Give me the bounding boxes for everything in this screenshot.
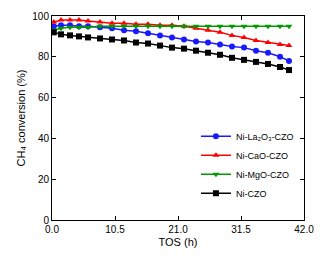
svg-text:Ni-La₂O₃-CZO: Ni-La₂O₃-CZO <box>236 132 294 142</box>
svg-text:21.0: 21.0 <box>168 224 188 235</box>
svg-text:TOS (h): TOS (h) <box>159 236 198 248</box>
svg-text:20: 20 <box>38 174 50 185</box>
svg-text:10.5: 10.5 <box>105 224 125 235</box>
svg-text:60: 60 <box>38 92 50 103</box>
svg-text:40: 40 <box>38 133 50 144</box>
svg-text:42.0: 42.0 <box>294 224 314 235</box>
svg-text:80: 80 <box>38 51 50 62</box>
svg-text:0: 0 <box>43 215 49 226</box>
svg-text:CH₄ conversion (%): CH₄ conversion (%) <box>15 70 27 167</box>
svg-text:Ni-CZO: Ni-CZO <box>236 189 267 199</box>
svg-text:Ni-CaO-CZO: Ni-CaO-CZO <box>236 151 288 161</box>
svg-text:Ni-MgO-CZO: Ni-MgO-CZO <box>236 170 289 180</box>
svg-text:31.5: 31.5 <box>231 224 251 235</box>
svg-text:0.0: 0.0 <box>45 224 59 235</box>
svg-text:100: 100 <box>32 11 49 22</box>
